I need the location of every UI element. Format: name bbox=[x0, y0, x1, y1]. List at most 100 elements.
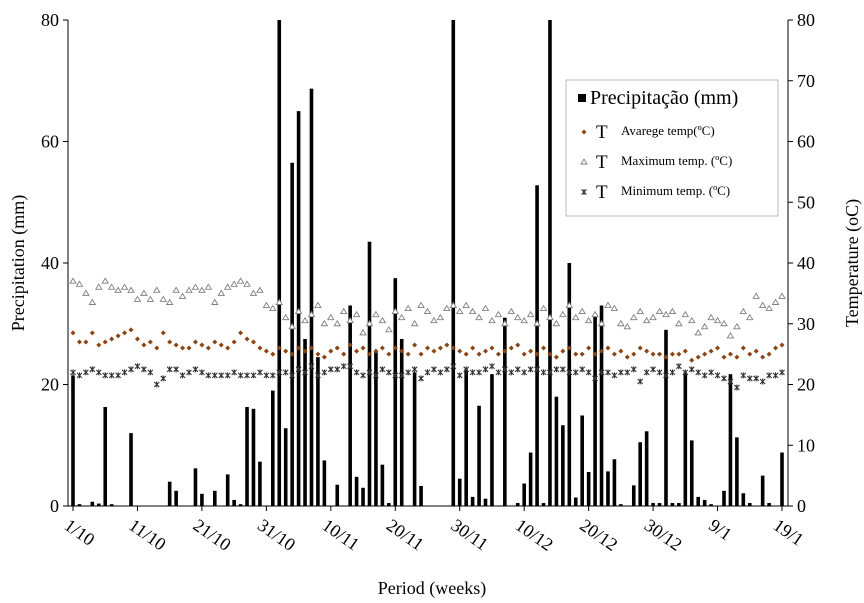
avg-marker bbox=[173, 342, 179, 348]
bar bbox=[457, 478, 462, 506]
min-marker bbox=[418, 375, 424, 382]
max-marker bbox=[223, 283, 232, 290]
avg-marker bbox=[141, 342, 147, 348]
min-marker bbox=[379, 366, 386, 373]
avg-marker bbox=[573, 351, 579, 357]
bar bbox=[503, 317, 507, 506]
max-marker bbox=[372, 310, 380, 318]
min-marker bbox=[598, 369, 605, 376]
bar bbox=[657, 502, 662, 506]
bar bbox=[90, 501, 95, 506]
max-marker bbox=[726, 332, 735, 339]
min-marker bbox=[327, 366, 334, 373]
max-marker bbox=[642, 316, 651, 324]
min-marker bbox=[675, 363, 682, 370]
legend-marker bbox=[580, 158, 588, 165]
min-marker bbox=[282, 369, 289, 376]
legend-marker bbox=[581, 189, 587, 195]
min-marker bbox=[115, 372, 122, 379]
avg-marker bbox=[463, 351, 469, 357]
min-marker bbox=[766, 372, 772, 379]
avg-marker bbox=[483, 348, 489, 354]
bar bbox=[722, 490, 726, 506]
min-marker bbox=[166, 366, 173, 373]
max-marker bbox=[707, 313, 715, 321]
max-marker bbox=[262, 301, 271, 308]
min-marker bbox=[579, 366, 586, 373]
max-marker bbox=[552, 319, 561, 327]
min-marker bbox=[366, 369, 373, 376]
avg-marker bbox=[650, 351, 656, 357]
max-marker bbox=[513, 313, 522, 321]
bar bbox=[548, 20, 552, 506]
bar bbox=[780, 452, 784, 506]
min-marker bbox=[398, 372, 405, 379]
avg-marker bbox=[566, 345, 572, 351]
min-marker bbox=[495, 369, 502, 376]
max-marker bbox=[507, 307, 516, 315]
avg-marker bbox=[766, 351, 772, 357]
min-marker bbox=[521, 369, 528, 376]
avg-marker bbox=[154, 345, 160, 351]
max-marker bbox=[449, 301, 458, 308]
min-marker bbox=[134, 363, 141, 370]
avg-marker bbox=[296, 345, 302, 351]
max-marker bbox=[617, 319, 625, 327]
avg-marker bbox=[238, 330, 244, 336]
max-marker bbox=[236, 277, 245, 284]
min-marker bbox=[463, 366, 470, 373]
min-marker bbox=[89, 366, 96, 373]
bar bbox=[677, 502, 681, 506]
max-marker bbox=[468, 307, 477, 315]
bar bbox=[167, 481, 172, 506]
min-marker bbox=[186, 369, 192, 376]
min-marker bbox=[211, 372, 218, 379]
max-marker bbox=[546, 313, 554, 321]
x-tick-label: 31/10 bbox=[254, 515, 299, 555]
legend-marker-label: T bbox=[596, 182, 608, 203]
max-marker bbox=[655, 307, 664, 315]
min-marker bbox=[173, 366, 180, 373]
avg-marker bbox=[534, 351, 540, 357]
max-marker bbox=[107, 283, 116, 290]
bar bbox=[644, 431, 649, 506]
avg-marker bbox=[412, 342, 418, 348]
avg-marker bbox=[689, 357, 695, 363]
avg-marker bbox=[586, 345, 592, 351]
bar bbox=[103, 406, 108, 506]
bar bbox=[451, 20, 456, 506]
max-marker bbox=[120, 283, 129, 290]
avg-marker bbox=[560, 348, 566, 354]
min-marker bbox=[347, 363, 354, 370]
avg-marker bbox=[541, 345, 547, 351]
avg-marker bbox=[669, 351, 675, 357]
legend-marker-label: T bbox=[596, 152, 608, 173]
max-marker bbox=[249, 289, 258, 296]
max-marker bbox=[700, 322, 709, 330]
avg-marker bbox=[205, 345, 211, 351]
min-marker bbox=[411, 366, 418, 373]
x-tick-label: 11/10 bbox=[125, 515, 170, 555]
y-axis-title: Precipitation (mm) bbox=[8, 195, 29, 331]
min-marker bbox=[121, 369, 128, 376]
min-marker bbox=[759, 378, 766, 385]
bar bbox=[696, 496, 701, 506]
max-marker bbox=[256, 286, 264, 293]
y2-tick-label: 40 bbox=[797, 253, 815, 273]
bar bbox=[631, 485, 636, 506]
x-tick-label: 9/1 bbox=[705, 515, 735, 545]
bar bbox=[522, 483, 526, 506]
min-marker bbox=[102, 372, 109, 379]
min-marker bbox=[160, 375, 167, 382]
avg-marker bbox=[773, 345, 779, 351]
y2-tick-label: 60 bbox=[797, 132, 815, 152]
min-marker bbox=[772, 372, 779, 379]
max-marker bbox=[301, 316, 309, 324]
avg-marker bbox=[476, 351, 482, 357]
bar bbox=[399, 338, 404, 506]
max-marker bbox=[752, 292, 761, 299]
avg-marker bbox=[134, 336, 140, 342]
bar bbox=[258, 461, 262, 506]
min-marker bbox=[566, 369, 573, 376]
